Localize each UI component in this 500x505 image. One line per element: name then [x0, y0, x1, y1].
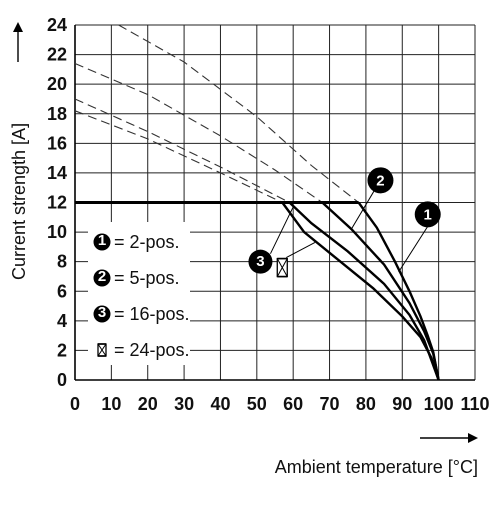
pointer-line — [350, 190, 375, 230]
curve-marker-crossed-box-icon-diag — [276, 258, 288, 277]
legend-marker-badge-label: 2 — [98, 268, 106, 285]
curve-marker-badge-label: 3 — [256, 253, 264, 270]
legend-label: = 16-pos. — [114, 304, 190, 324]
y-axis-title: Current strength [A] — [9, 123, 29, 280]
legend-marker-crossed-box-icon-diag — [97, 343, 107, 357]
y-tick-label: 22 — [47, 45, 67, 65]
x-tick-label: 80 — [356, 394, 376, 414]
legend-marker-badge — [93, 233, 111, 251]
curve-marker-badge — [367, 167, 394, 194]
x-tick-label: 40 — [210, 394, 230, 414]
curve-marker-badge — [248, 249, 273, 274]
y-tick-label: 16 — [47, 133, 67, 153]
legend-label: = 5-pos. — [114, 268, 180, 288]
series-dashed-line — [74, 110, 283, 203]
curve-markers: 1 2 3 — [248, 167, 441, 278]
x-tick-label: 110 — [460, 394, 489, 414]
y-tick-label: 10 — [47, 222, 67, 242]
series-derating-line — [281, 201, 440, 381]
pointer-line — [398, 226, 429, 273]
x-tick-label: 90 — [392, 394, 412, 414]
x-tick-label: 0 — [70, 394, 80, 414]
legend-label: = 24-pos. — [114, 340, 190, 360]
x-tick-label: 50 — [247, 394, 267, 414]
legend-marker-badge-label: 3 — [98, 304, 106, 321]
x-tick-label: 60 — [283, 394, 303, 414]
legend: 1 = 2-pos. 2 = 5-pos. 3 = 16-pos. = 24-pos. — [88, 222, 190, 365]
series-derating-line — [288, 201, 440, 381]
y-tick-label: 18 — [47, 104, 67, 124]
x-tick-label: 70 — [320, 394, 340, 414]
grid — [74, 24, 476, 381]
series-dashed-line — [74, 98, 290, 203]
y-tick-label: 4 — [57, 311, 67, 331]
y-tick-label: 12 — [47, 193, 67, 213]
curve-marker-badge — [414, 201, 441, 228]
curve-marker-badge-label: 1 — [424, 206, 432, 223]
legend-marker-badge — [93, 269, 111, 287]
axes: Current strength [A] Ambient temperature… — [9, 22, 478, 477]
legend-label: = 2-pos. — [114, 232, 180, 252]
legend-marker-badge — [93, 305, 111, 323]
x-tick-label: 10 — [101, 394, 121, 414]
series-dashed-line — [118, 24, 359, 203]
y-tick-label: 14 — [47, 163, 67, 183]
pointer-line — [270, 206, 294, 254]
curve-marker-badge-label: 2 — [376, 172, 384, 189]
series-dashed-line — [74, 62, 323, 203]
y-tick-label: 2 — [57, 340, 67, 360]
y-tick-label: 20 — [47, 74, 67, 94]
y-tick-label: 0 — [57, 370, 67, 390]
y-tick-label: 6 — [57, 281, 67, 301]
x-tick-label: 100 — [424, 394, 454, 414]
x-tick-label: 20 — [138, 394, 158, 414]
pointer-line — [286, 241, 316, 259]
x-axis-title: Ambient temperature [°C] — [275, 457, 478, 477]
x-tick-label: 30 — [174, 394, 194, 414]
y-tick-label: 24 — [47, 15, 67, 35]
legend-marker-badge-label: 1 — [98, 232, 106, 249]
tick-labels: 0 10 20 30 40 50 60 70 80 90 100 110024681012141618… — [47, 15, 490, 414]
y-tick-label: 8 — [57, 252, 67, 272]
x-axis-arrowhead — [468, 433, 478, 443]
y-axis-arrowhead — [13, 22, 23, 32]
